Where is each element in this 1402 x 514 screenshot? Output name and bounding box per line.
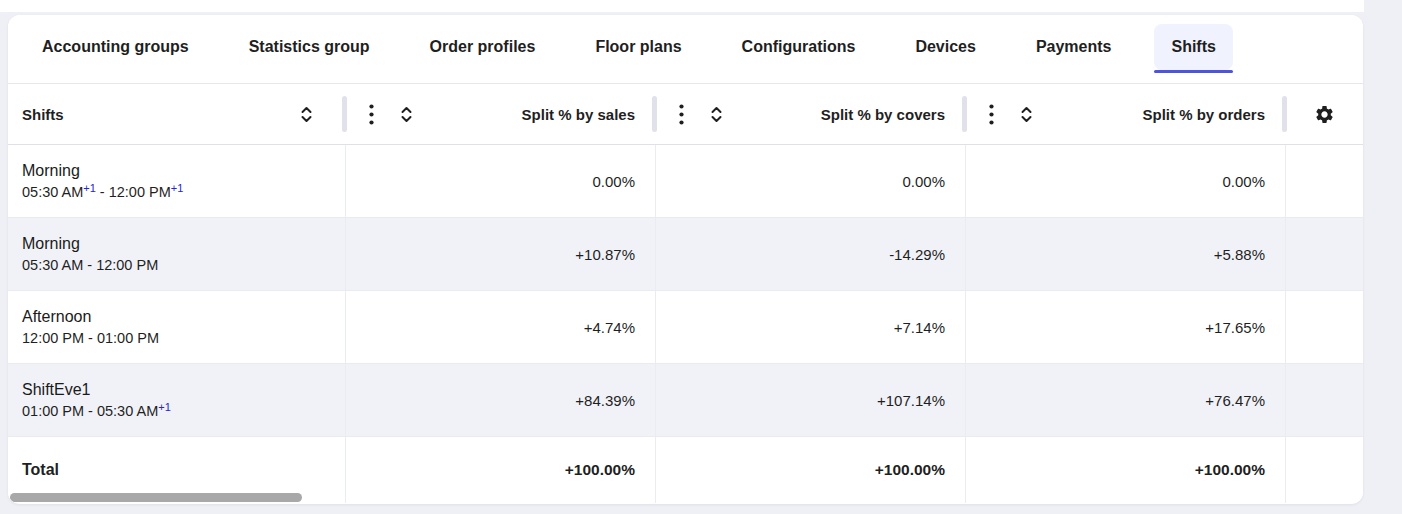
column-menu-icon[interactable] [369,104,374,125]
tab-configurations[interactable]: Configurations [725,24,873,70]
tab-bar: Accounting groups Statistics group Order p… [8,15,1363,84]
table-row[interactable]: Afternoon 12:00 PM - 01:00 PM +4.74%+7.14%… [8,291,1363,364]
tab-floor-plans[interactable]: Floor plans [578,24,698,70]
shift-name: Afternoon [22,307,91,327]
split-percent-value: +10.87% [345,218,655,290]
shift-cell: Afternoon 12:00 PM - 01:00 PM [8,291,345,363]
split-percent-value: +7.14% [655,291,965,363]
sort-icon[interactable] [1020,106,1033,123]
column-header-label: Split % by sales [522,106,635,123]
row-actions-cell [1285,145,1363,217]
column-menu-icon[interactable] [989,104,994,125]
sort-icon[interactable] [710,106,723,123]
horizontal-scrollbar-thumb[interactable] [10,493,302,502]
row-actions-cell [1285,364,1363,436]
split-percent-value: 0.00% [965,145,1285,217]
shifts-table: Shifts Split % by sales Split % by covers… [8,84,1363,503]
column-header-split-by-covers[interactable]: Split % by covers [655,84,965,144]
total-percent-value: +100.00% [965,437,1285,503]
split-percent-value: 0.00% [345,145,655,217]
column-header-label: Shifts [22,106,64,123]
shift-name: ShiftEve1 [22,380,90,400]
settings-card: Accounting groups Statistics group Order p… [8,15,1363,504]
top-strip [0,0,1364,12]
total-label: Total [22,461,59,479]
shift-cell: ShiftEve1 01:00 PM - 05:30 AM+1 [8,364,345,436]
table-body: Morning05:30 AM+1 - 12:00 PM+10.00%0.00%… [8,145,1363,503]
shift-cell: Morning 05:30 AM+1 - 12:00 PM+1 [8,145,345,217]
split-percent-value: +84.39% [345,364,655,436]
split-percent-value: +4.74% [345,291,655,363]
split-percent-value: +76.47% [965,364,1285,436]
table-header-row: Shifts Split % by sales Split % by covers… [8,84,1363,145]
column-header-label: Split % by orders [1142,106,1265,123]
column-header-shifts[interactable]: Shifts [8,84,345,144]
column-header-split-by-orders[interactable]: Split % by orders [965,84,1285,144]
table-row[interactable]: Morning 05:30 AM - 12:00 PM +10.87%-14.29%… [8,218,1363,291]
table-row[interactable]: ShiftEve1 01:00 PM - 05:30 AM+1 +84.39%+10… [8,364,1363,437]
shift-name: Morning [22,234,80,254]
tab-order-profiles[interactable]: Order profiles [413,24,553,70]
column-resize-handle[interactable] [1282,96,1287,132]
column-header-split-by-sales[interactable]: Split % by sales [345,84,655,144]
row-actions-cell [1285,291,1363,363]
row-actions-cell [1285,218,1363,290]
table-row[interactable]: Morning05:30 AM+1 - 12:00 PM+10.00%0.00%… [8,145,1363,218]
settings-gear-icon[interactable] [1314,104,1335,125]
column-header-label: Split % by covers [821,106,945,123]
shift-time-range: 12:00 PM - 01:00 PM [22,329,159,348]
tab-statistics-group[interactable]: Statistics group [232,24,387,70]
column-resize-handle[interactable] [962,96,967,132]
next-day-indicator: +1 [171,182,184,194]
column-menu-icon[interactable] [679,104,684,125]
column-resize-handle[interactable] [652,96,657,132]
column-resize-handle[interactable] [342,96,347,132]
total-percent-value: +100.00% [655,437,965,503]
sort-icon[interactable] [300,106,313,123]
shift-cell: Morning 05:30 AM - 12:00 PM [8,218,345,290]
column-header-settings [1285,84,1363,144]
tab-payments[interactable]: Payments [1019,24,1129,70]
split-percent-value: +17.65% [965,291,1285,363]
sort-icon[interactable] [400,106,413,123]
shift-name: Morning [22,161,80,181]
shift-time-range: 05:30 AM - 12:00 PM [22,256,158,275]
split-percent-value: +5.88% [965,218,1285,290]
tab-shifts[interactable]: Shifts [1154,24,1232,70]
shift-time-range: 01:00 PM - 05:30 AM+1 [22,402,171,421]
split-percent-value: -14.29% [655,218,965,290]
split-percent-value: 0.00% [655,145,965,217]
tab-devices[interactable]: Devices [898,24,993,70]
total-percent-value: +100.00% [345,437,655,503]
row-actions-cell [1285,437,1363,503]
next-day-indicator: +1 [83,182,96,194]
shift-time-range: 05:30 AM+1 - 12:00 PM+1 [22,183,183,202]
next-day-indicator: +1 [158,401,171,413]
tab-accounting-groups[interactable]: Accounting groups [25,24,206,70]
split-percent-value: +107.14% [655,364,965,436]
